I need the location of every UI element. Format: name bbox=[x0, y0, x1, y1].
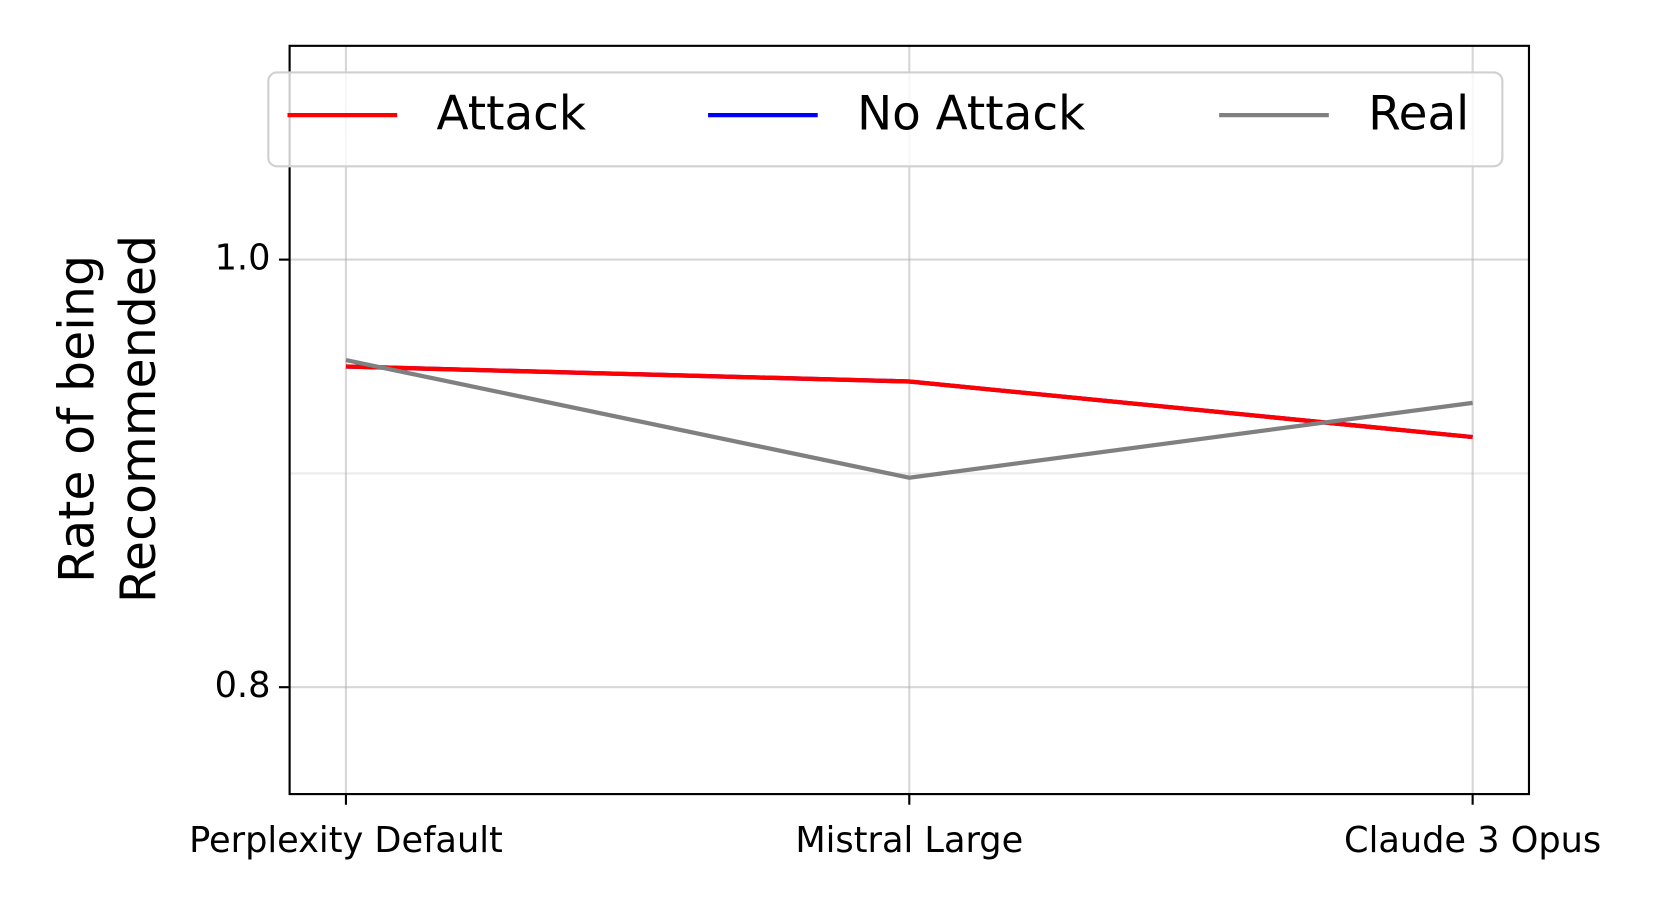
y-tick-label: 0.8 bbox=[215, 665, 271, 706]
line bbox=[345, 358, 1473, 480]
y-tick-label: 1.0 bbox=[215, 238, 271, 279]
plot-frame bbox=[288, 44, 1531, 796]
x-tick-label: Mistral Large bbox=[795, 820, 1023, 861]
legend-box bbox=[267, 71, 1504, 168]
x-tick-label: Perplexity Default bbox=[189, 820, 503, 861]
y-axis-label: Rate of being bbox=[48, 255, 105, 583]
legend-label: Real bbox=[1368, 87, 1469, 142]
legend-label: Attack bbox=[437, 87, 587, 142]
line bbox=[345, 364, 1473, 440]
y-axis-label: Recommended bbox=[110, 235, 167, 603]
x-tick-label: Claude 3 Opus bbox=[1344, 820, 1601, 861]
legend-label: No Attack bbox=[857, 87, 1085, 142]
